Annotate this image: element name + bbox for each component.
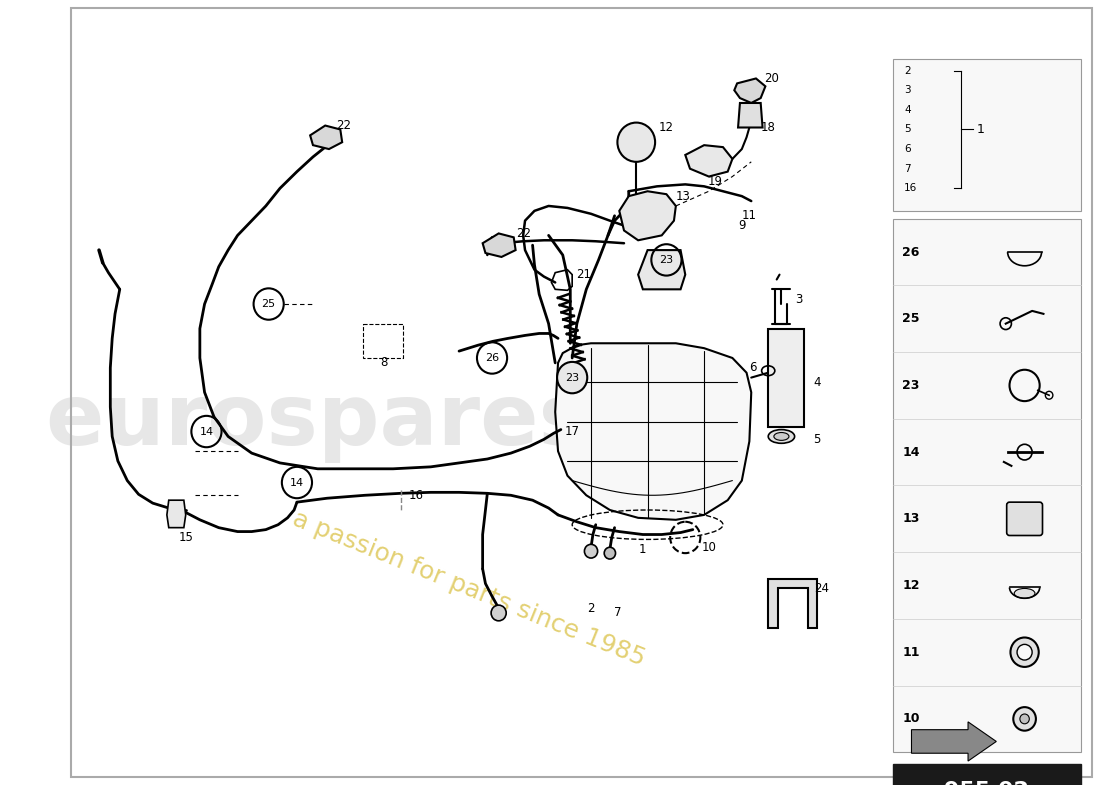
Text: 7: 7 [614,606,622,619]
Circle shape [1020,714,1030,724]
Text: 12: 12 [659,121,674,134]
Text: 14: 14 [199,426,213,437]
Text: 15: 15 [178,531,194,544]
Text: 6: 6 [749,362,757,374]
Text: 1: 1 [977,123,985,136]
Text: 20: 20 [764,72,780,85]
Text: 5: 5 [904,125,911,134]
Polygon shape [735,78,766,103]
Text: 10: 10 [902,712,920,726]
Polygon shape [685,145,733,177]
Text: 7: 7 [904,164,911,174]
Circle shape [584,544,597,558]
Text: 13: 13 [902,512,920,526]
Text: 21: 21 [576,268,591,281]
Text: 25: 25 [262,299,276,309]
Text: 11: 11 [741,210,757,222]
Polygon shape [768,578,817,628]
Text: 26: 26 [902,246,920,258]
Circle shape [617,122,656,162]
Text: 22: 22 [337,119,352,132]
Text: 26: 26 [485,353,499,363]
Circle shape [1018,644,1032,660]
Text: 16: 16 [409,489,425,502]
Polygon shape [483,234,516,257]
Text: 14: 14 [290,478,304,487]
Polygon shape [912,722,997,761]
Text: 3: 3 [904,86,911,95]
Polygon shape [167,500,186,528]
FancyBboxPatch shape [768,329,804,426]
Text: 3: 3 [794,293,802,306]
Polygon shape [619,191,675,240]
Circle shape [1013,707,1036,730]
Text: eurospares: eurospares [45,380,590,463]
Ellipse shape [774,433,789,440]
Text: 17: 17 [564,425,580,438]
Text: 2: 2 [587,602,595,614]
Circle shape [491,605,506,621]
Text: 23: 23 [565,373,580,382]
Text: 4: 4 [904,105,911,115]
Text: 13: 13 [676,190,691,202]
Polygon shape [310,126,342,149]
Text: 14: 14 [902,446,920,458]
Text: 23: 23 [902,379,920,392]
Text: 16: 16 [904,183,917,194]
Text: 22: 22 [516,227,530,240]
Text: 2: 2 [904,66,911,76]
Polygon shape [638,250,685,290]
Text: a passion for parts since 1985: a passion for parts since 1985 [288,506,648,670]
Text: 8: 8 [379,356,387,370]
Text: 10: 10 [702,541,716,554]
FancyBboxPatch shape [892,59,1081,211]
Circle shape [604,547,616,559]
Text: 23: 23 [659,255,673,265]
Text: 18: 18 [761,121,776,134]
Text: 24: 24 [814,582,829,595]
FancyBboxPatch shape [1006,502,1043,535]
Polygon shape [556,343,751,520]
Text: 25: 25 [902,312,920,326]
Text: 955 02: 955 02 [945,782,1030,800]
Polygon shape [738,103,762,127]
Text: 6: 6 [904,144,911,154]
Text: 5: 5 [814,433,821,446]
Ellipse shape [1014,589,1035,598]
FancyBboxPatch shape [892,764,1081,800]
Text: 4: 4 [814,376,821,389]
Ellipse shape [768,430,794,443]
Circle shape [1011,638,1038,667]
Text: 12: 12 [902,579,920,592]
Text: 1: 1 [639,542,647,556]
Text: 11: 11 [902,646,920,658]
Text: 19: 19 [708,175,723,188]
FancyBboxPatch shape [892,218,1081,752]
Circle shape [557,362,587,394]
Text: 9: 9 [738,219,746,232]
